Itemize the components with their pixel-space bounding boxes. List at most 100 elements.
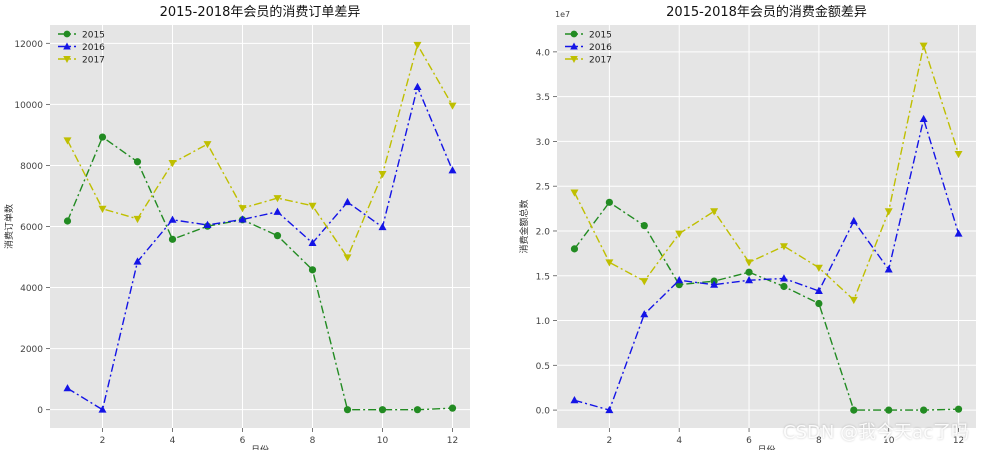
x-tick-label: 8 xyxy=(816,436,822,446)
data-point xyxy=(815,299,823,308)
data-point xyxy=(343,197,352,206)
data-point xyxy=(133,215,142,224)
y-axis-label: 消费订单数 xyxy=(3,204,15,249)
legend-label: 2017 xyxy=(589,56,612,66)
watermark: CSDN @我今天ac了吗 xyxy=(783,422,969,443)
data-point xyxy=(570,396,579,404)
data-point xyxy=(710,208,719,216)
data-point xyxy=(273,195,282,203)
data-point xyxy=(203,220,212,228)
data-point xyxy=(745,268,753,276)
data-point xyxy=(954,405,963,413)
data-point xyxy=(920,406,928,414)
data-point xyxy=(849,296,858,305)
data-point xyxy=(640,310,649,318)
data-point xyxy=(343,254,352,262)
data-point xyxy=(63,137,72,145)
data-point xyxy=(640,222,648,230)
chart-title: 2015-2018年会员的消费订单差异 xyxy=(160,4,361,20)
y-tick-label: 12000 xyxy=(14,40,43,50)
data-point xyxy=(168,159,177,168)
data-point xyxy=(308,202,317,210)
data-point xyxy=(238,205,247,213)
data-point xyxy=(378,222,387,231)
chart-right: 0.0 0.5 1.0 1.5 2.0 2.5 3.0 3.5 4.0 2 4 6 8 10 12 2015-… xyxy=(518,4,976,450)
data-point xyxy=(919,114,928,123)
series-line xyxy=(66,135,453,411)
data-point xyxy=(779,274,788,282)
x-axis-label: 月份 xyxy=(757,444,775,450)
data-point xyxy=(884,265,893,273)
data-point xyxy=(343,406,352,414)
y-tick-label: 1.5 xyxy=(536,272,550,282)
legend-marker xyxy=(570,30,578,38)
legend-label: 2015 xyxy=(589,31,612,41)
data-point xyxy=(238,215,247,223)
data-point xyxy=(640,278,649,286)
legend: 2015 2016 2017 xyxy=(565,31,612,66)
y-tick-label: 0.0 xyxy=(536,407,551,417)
data-point xyxy=(133,158,142,166)
series-line xyxy=(573,42,960,302)
data-point xyxy=(675,230,684,238)
data-point xyxy=(378,170,387,179)
data-point xyxy=(378,406,387,414)
data-point xyxy=(885,406,893,414)
data-point xyxy=(919,42,928,50)
data-point xyxy=(168,235,177,243)
y-tick-label: 0 xyxy=(37,406,43,416)
data-point xyxy=(605,259,614,267)
data-point xyxy=(413,41,422,50)
x-tick-label: 10 xyxy=(377,436,389,446)
y-tick-label: 2.0 xyxy=(536,227,551,237)
data-point xyxy=(273,207,282,215)
x-tick-label: 4 xyxy=(170,436,176,446)
x-tick-label: 6 xyxy=(240,436,246,446)
series-2016 xyxy=(63,82,457,413)
data-point xyxy=(203,141,212,149)
y-tick-label: 3.0 xyxy=(536,138,551,148)
x-axis-label: 月份 xyxy=(251,444,269,450)
series-2017 xyxy=(570,42,963,305)
y-tick-label: 2.5 xyxy=(536,183,550,193)
y-axis-label: 消费金额总数 xyxy=(518,199,530,253)
data-point xyxy=(98,205,107,213)
legend-label: 2016 xyxy=(82,43,105,53)
x-tick-label: 8 xyxy=(310,436,316,446)
series-line xyxy=(574,116,960,411)
data-point xyxy=(605,405,614,414)
data-point xyxy=(63,217,72,225)
data-point xyxy=(168,215,177,223)
legend-marker xyxy=(570,56,578,63)
data-point xyxy=(570,189,579,197)
data-point xyxy=(448,102,457,110)
data-point xyxy=(448,166,457,174)
legend-label: 2017 xyxy=(82,56,105,66)
data-point xyxy=(954,229,963,237)
data-point xyxy=(849,216,858,225)
series-line xyxy=(66,43,454,259)
data-point xyxy=(675,276,684,284)
x-tick-label: 10 xyxy=(883,436,895,446)
y-tick-label: 6000 xyxy=(20,223,43,233)
x-tick-label: 2 xyxy=(100,436,106,446)
legend-marker xyxy=(570,42,578,50)
legend: 2015 2016 2017 xyxy=(58,31,105,66)
series-2016 xyxy=(570,114,963,414)
chart-title: 2015-2018年会员的消费金额差异 xyxy=(666,4,867,20)
legend-marker xyxy=(63,56,71,63)
legend-label: 2016 xyxy=(589,43,612,53)
y-tick-label: 8000 xyxy=(20,162,43,172)
data-point xyxy=(814,286,823,294)
y-tick-label: 2000 xyxy=(20,345,43,355)
data-point xyxy=(779,243,788,251)
data-point xyxy=(98,405,107,413)
data-point xyxy=(273,232,282,240)
y-scale-label: 1e7 xyxy=(555,10,570,19)
x-tick-label: 12 xyxy=(953,436,964,446)
data-point xyxy=(884,208,893,216)
plot-area xyxy=(557,25,976,428)
series-2017 xyxy=(63,41,457,262)
y-tick-label: 0.5 xyxy=(536,362,550,372)
